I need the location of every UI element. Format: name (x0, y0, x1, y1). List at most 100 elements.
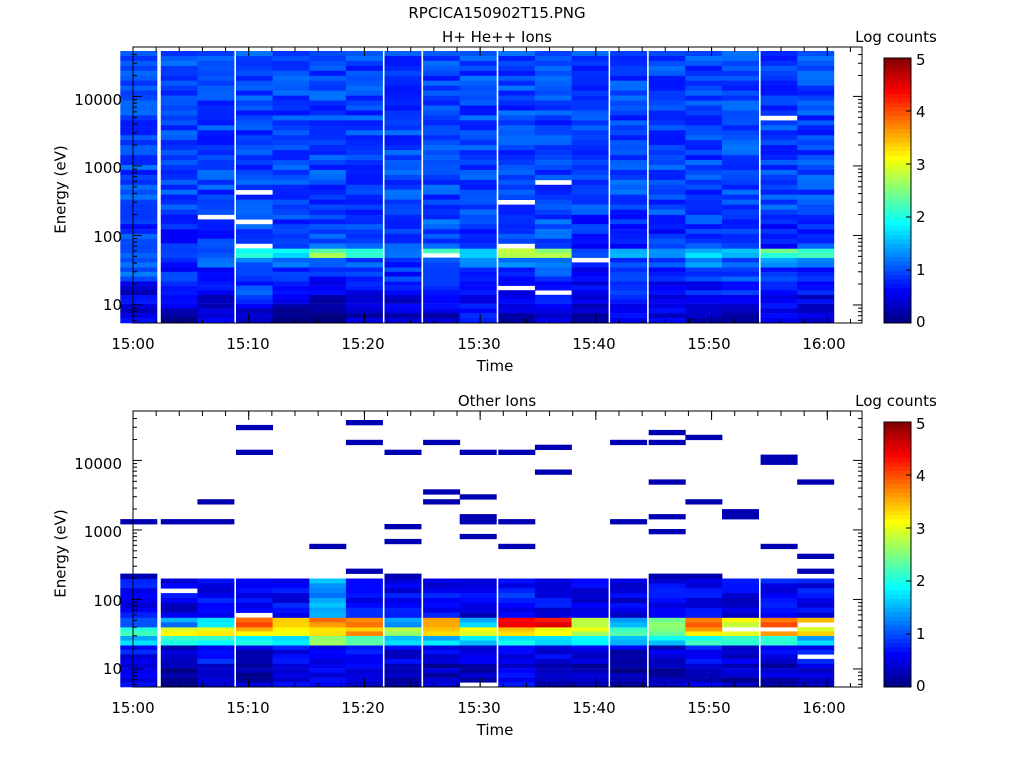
colorbar-segment (884, 190, 911, 196)
spectrogram-cell (160, 267, 198, 273)
spectrogram-cell (648, 120, 686, 126)
spectrogram-cell (459, 631, 497, 636)
spectrogram-cell (498, 253, 536, 258)
spectrogram-cell (610, 627, 648, 632)
spectrogram-cell (345, 602, 383, 609)
spectrogram-cell (423, 115, 461, 121)
spectrogram-cell (236, 257, 273, 263)
spectrogram-cell (722, 514, 759, 520)
spectrogram-cell (571, 668, 609, 674)
spectrogram-cell (160, 115, 198, 121)
spectrogram-cell (384, 160, 422, 166)
spectrogram-cell (236, 654, 273, 660)
spectrogram-cell (345, 271, 383, 277)
spectrogram-cell (459, 169, 497, 176)
colorbar-segment (884, 212, 911, 218)
colorbar-segment (884, 514, 911, 520)
spectrogram-cell (722, 219, 759, 225)
spectrogram-cell (648, 654, 686, 660)
spectrogram-cell (685, 299, 723, 304)
spectrogram-cell (722, 70, 759, 77)
spectrogram-cell (309, 179, 347, 186)
spectrogram-cell (459, 115, 497, 121)
spectrogram-cell (309, 248, 347, 254)
colorbar-segment (884, 155, 911, 160)
spectrogram-cell (685, 612, 723, 618)
spectrogram-cell (722, 308, 759, 314)
spectrogram-cell (760, 588, 798, 594)
spectrogram-cell (498, 294, 536, 300)
spectrogram-cell (309, 682, 347, 688)
spectrogram-cell (272, 130, 310, 136)
spectrogram-cell (197, 276, 235, 282)
spectrogram-cell (571, 95, 609, 101)
spectrogram-cell (197, 281, 235, 286)
spectrogram-cell (197, 194, 235, 200)
spectrogram-cell (120, 663, 158, 669)
spectrogram-cell (236, 635, 273, 641)
spectrogram-cell (648, 607, 686, 613)
spectrogram-cell (197, 593, 235, 599)
colorbar-segment (884, 221, 911, 227)
spectrogram-cell (120, 598, 158, 604)
colorbar-segment (884, 479, 911, 485)
spectrogram-cell (197, 248, 235, 254)
spectrogram-cell (384, 179, 422, 186)
spectrogram-cell (722, 204, 759, 210)
spectrogram-cell (797, 204, 835, 210)
spectrogram-cell (797, 658, 835, 664)
spectrogram-cell (459, 658, 497, 664)
spectrogram-cell (309, 135, 347, 141)
spectrogram-cell (384, 654, 422, 660)
spectrogram-cell (160, 640, 198, 646)
spectrogram-cell (120, 257, 158, 263)
spectrogram-cell (610, 115, 648, 121)
spectrogram-cell (459, 612, 497, 618)
spectrogram-cell (309, 598, 347, 604)
spectrogram-cell (236, 174, 273, 181)
spectrogram-cell (760, 75, 798, 82)
spectrogram-cell (272, 299, 310, 304)
spectrogram-cell (459, 160, 497, 166)
spectrogram-cell (797, 214, 835, 220)
spectrogram-cell (197, 224, 235, 230)
spectrogram-cell (309, 583, 347, 589)
spectrogram-cell (722, 233, 759, 239)
panel2-title: Other Ions (457, 392, 537, 410)
spectrogram-cell (236, 56, 273, 62)
spectrogram-cell (685, 150, 723, 156)
spectrogram-cell (760, 189, 798, 195)
spectrogram-cell (760, 204, 798, 210)
spectrogram-cell (534, 214, 572, 220)
spectrogram-cell (571, 238, 609, 244)
spectrogram-cell (722, 125, 759, 131)
spectrogram-cell (534, 622, 572, 628)
spectrogram-cell (760, 677, 798, 683)
spectrogram-cell (610, 583, 648, 589)
spectrogram-cell (534, 60, 572, 67)
panel2-xtick: 15:00 (111, 699, 155, 717)
spectrogram-cell (571, 285, 609, 291)
spectrogram-cell (423, 65, 461, 72)
spectrogram-cell (160, 303, 198, 309)
spectrogram-cell (610, 303, 648, 309)
spectrogram-cell (423, 85, 461, 91)
spectrogram-cell (236, 253, 273, 258)
spectrogram-cell (345, 140, 383, 146)
spectrogram-cell (423, 583, 461, 589)
spectrogram-cell (685, 602, 723, 609)
spectrogram-cell (648, 51, 686, 57)
spectrogram-cell (236, 150, 273, 156)
spectrogram-cell (236, 233, 273, 239)
spectrogram-cell (534, 598, 572, 604)
spectrogram-cell (423, 285, 461, 291)
spectrogram-cell (722, 209, 759, 215)
spectrogram-cell (760, 663, 798, 669)
spectrogram-cell (197, 588, 235, 594)
spectrogram-cell (571, 150, 609, 156)
spectrogram-cell (160, 635, 198, 641)
spectrogram-cell (384, 140, 422, 146)
spectrogram-cell (760, 313, 798, 319)
spectrogram-cell (648, 233, 686, 239)
spectrogram-cell (160, 645, 198, 650)
